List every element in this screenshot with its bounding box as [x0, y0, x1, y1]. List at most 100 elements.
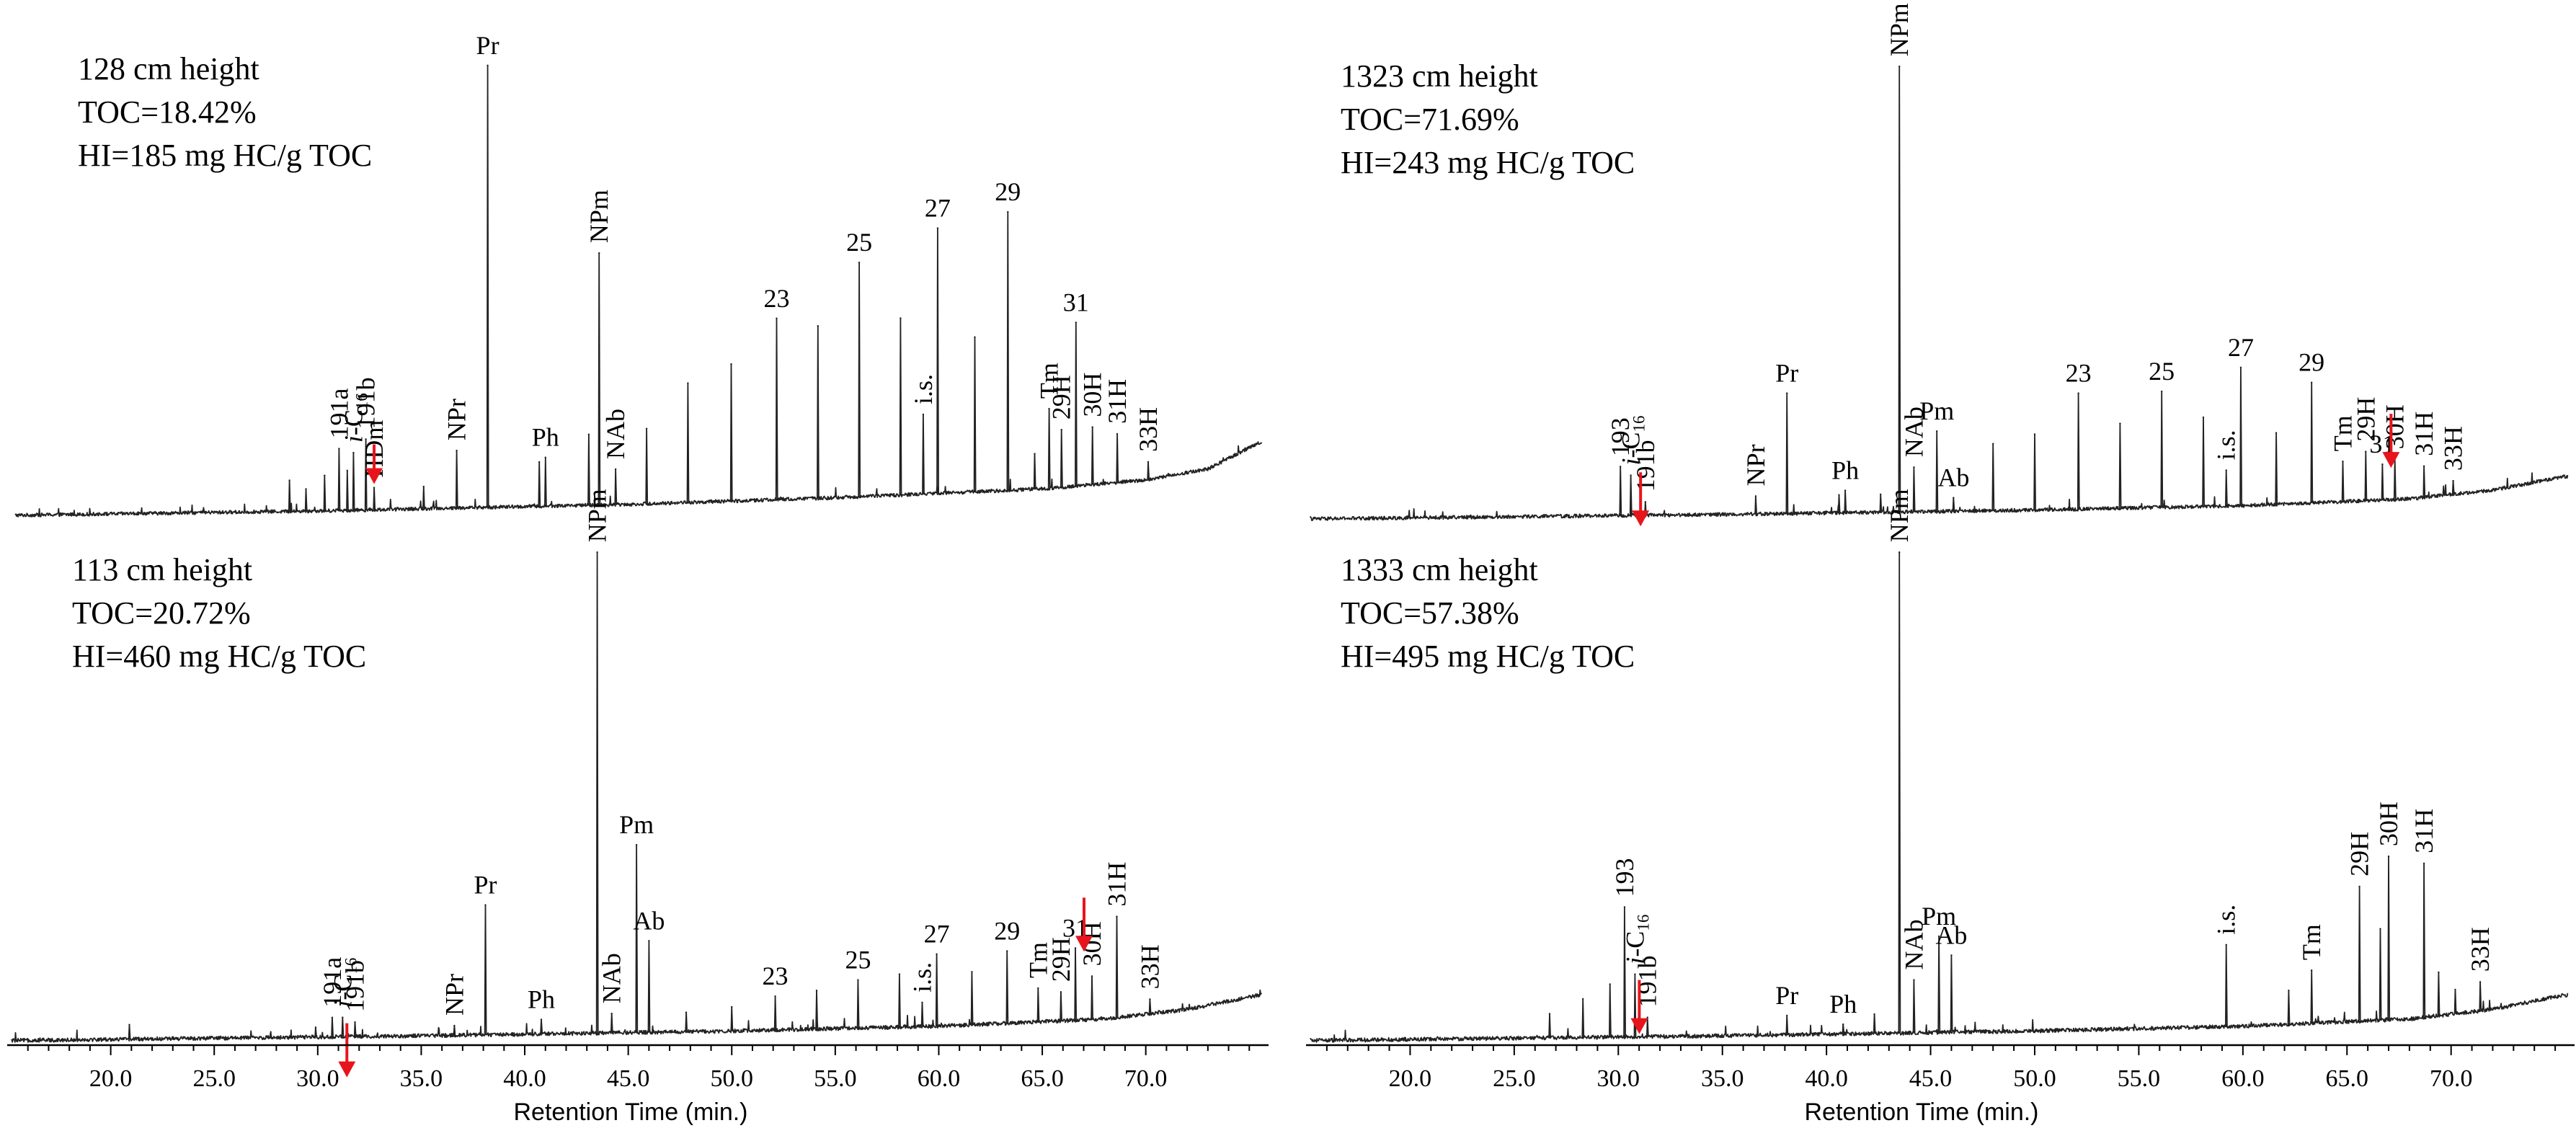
peak-label-ic16: i-C16: [1617, 415, 1648, 465]
peak-point-15: [815, 990, 818, 992]
peak-point-19: [936, 953, 938, 955]
toc-value: TOC=71.69%: [1341, 102, 1519, 137]
peak-point-18: [2387, 855, 2390, 858]
panel-128cm: 128 cm height TOC=18.42% HI=185 mg HC/g TO…: [14, 31, 1263, 518]
peak-label-npm: NPm: [583, 489, 612, 542]
peak-label-191b: 191b: [1633, 956, 1662, 1008]
panel-title: 1323 cm height: [1341, 58, 1538, 94]
peak-label-31h: 31H: [1103, 379, 1132, 424]
peak-point-4: [346, 469, 349, 472]
x-tick-label: 55.0: [814, 1065, 857, 1092]
peak-point-0: [128, 1024, 130, 1026]
peak-point-23: [1060, 991, 1062, 993]
peak-label-191a: 191a: [324, 388, 353, 438]
x-tick-label: 25.0: [192, 1065, 236, 1092]
peak-label-31: 31: [1063, 288, 1089, 316]
peak-point-24: [936, 227, 939, 229]
peak-label-npm: NPm: [1885, 3, 1914, 56]
peak-point-6: [365, 438, 367, 440]
peak-point-26: [1116, 915, 1118, 918]
hi-value: HI=495 mg HC/g TOC: [1341, 639, 1635, 674]
peak-point-18: [2225, 469, 2227, 471]
red-arrow-head: [1075, 936, 1093, 952]
peak-point-21: [1006, 950, 1008, 952]
peak-label-nab: NAb: [1899, 407, 1928, 457]
peak-point-16: [2358, 885, 2360, 888]
peak-point-4: [1634, 973, 1636, 975]
peak-point-14: [598, 252, 600, 254]
peak-point-23: [922, 413, 925, 416]
peak-point-7: [540, 1018, 543, 1021]
red-arrow-head: [365, 468, 383, 484]
peak-point-18: [730, 363, 732, 365]
red-arrow-head: [1630, 1018, 1648, 1034]
x-tick-label: 30.0: [1597, 1065, 1640, 1092]
peak-point-8: [1898, 66, 1901, 68]
peak-point-9: [1913, 466, 1915, 469]
peak-label-25: 25: [2149, 357, 2175, 386]
peak-point-11: [1953, 497, 1955, 499]
peak-point-13: [2225, 944, 2227, 946]
peak-point-14: [2288, 990, 2290, 992]
peak-point-18: [921, 1001, 923, 1004]
peak-point-16: [2160, 390, 2163, 393]
peak-point-13: [731, 1005, 733, 1008]
peak-label-191b: 191b: [352, 377, 381, 429]
peak-label-29: 29: [994, 916, 1020, 945]
red-arrow-head: [2382, 452, 2400, 469]
peak-point-21: [2310, 381, 2313, 383]
peak-point-31: [1091, 426, 1093, 428]
peak-label-ph: Ph: [528, 985, 555, 1013]
peak-point-2: [324, 474, 326, 476]
peak-point-15: [614, 468, 617, 471]
peak-point-11: [538, 461, 541, 463]
peak-point-1: [1630, 474, 1632, 476]
x-tick-label: 35.0: [400, 1065, 443, 1092]
peak-label-npr: NPr: [1741, 444, 1770, 486]
peak-label-30h: 30H: [2374, 802, 2403, 846]
x-tick-label: 60.0: [918, 1065, 961, 1092]
peak-label-pr: Pr: [1775, 359, 1798, 388]
peak-label-25: 25: [846, 228, 872, 257]
peak-label-npm: NPm: [585, 190, 613, 243]
x-tick-label: 65.0: [2326, 1065, 2369, 1092]
toc-value: TOC=57.38%: [1341, 595, 1519, 631]
peak-point-12: [544, 456, 546, 458]
peak-label-is: i.s.: [2212, 430, 2241, 460]
peak-point-26: [2422, 465, 2425, 467]
peak-point-4: [354, 1021, 356, 1024]
x-axis-label: Retention Time (min.): [514, 1098, 748, 1126]
peak-point-17: [898, 973, 901, 975]
peak-label-npr: NPr: [440, 974, 468, 1016]
chromatogram-trace: [1310, 551, 2569, 1043]
peak-point-11: [648, 940, 650, 942]
x-tick-label: 55.0: [2118, 1065, 2161, 1092]
peak-point-25: [1091, 975, 1093, 977]
peak-label-191b: 191b: [341, 960, 370, 1012]
peak-label-npm: NPm: [1885, 489, 1914, 542]
peak-point-19: [776, 317, 778, 319]
peak-label-is: i.s.: [907, 962, 936, 993]
peak-point-27: [1149, 998, 1151, 1000]
peak-point-5: [352, 451, 355, 454]
peak-label-is: i.s.: [909, 374, 938, 404]
hi-value: HI=460 mg HC/g TOC: [72, 639, 366, 674]
peak-point-13: [2033, 433, 2036, 435]
peak-point-17: [687, 382, 689, 384]
x-axis-label: Retention Time (min.): [1805, 1098, 2039, 1126]
peak-label-ph: Ph: [1831, 456, 1859, 484]
x-tick-label: 70.0: [2430, 1065, 2473, 1092]
peak-point-24: [2381, 463, 2384, 466]
chromatogram-trace: [1309, 66, 2569, 521]
x-tick-label: 40.0: [1805, 1065, 1848, 1092]
peak-point-12: [685, 1011, 688, 1013]
peak-label-191a: 191a: [318, 957, 347, 1008]
panel-title: 113 cm height: [72, 552, 252, 587]
peak-point-15: [2310, 969, 2313, 972]
peak-point-8: [1873, 1013, 1875, 1016]
peak-point-9: [610, 1013, 613, 1015]
peak-label-nab: NAb: [598, 953, 626, 1003]
x-tick-label: 40.0: [503, 1065, 546, 1092]
peak-label-ic16: i-C16: [1620, 915, 1652, 964]
peak-label-31h: 31H: [2410, 809, 2438, 853]
